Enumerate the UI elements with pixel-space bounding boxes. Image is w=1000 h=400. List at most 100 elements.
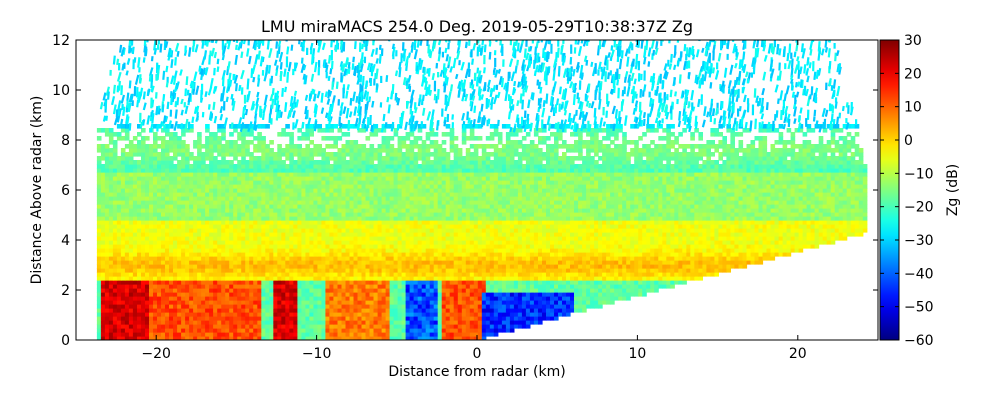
radar-cell	[846, 224, 852, 229]
radar-cell	[417, 312, 423, 317]
radar-cell	[594, 240, 599, 245]
radar-cell	[686, 220, 691, 225]
radar-cell	[654, 288, 659, 293]
radar-cell	[209, 304, 214, 309]
radar-cell	[385, 328, 391, 333]
radar-cell	[345, 212, 351, 217]
radar-cell	[582, 276, 587, 281]
radar-cell	[566, 216, 571, 221]
radar-cell	[706, 248, 711, 253]
radar-cell	[642, 228, 647, 233]
radar-cell	[393, 336, 399, 340]
radar-cell	[445, 280, 451, 285]
radar-cell	[145, 284, 150, 289]
radar-cell	[533, 216, 539, 221]
radar-cell	[389, 332, 395, 337]
radar-cell	[670, 232, 675, 237]
radar-cell	[120, 308, 126, 313]
radar-cell	[417, 256, 423, 261]
radar-cell	[365, 220, 371, 225]
radar-cell	[285, 248, 290, 253]
radar-cell	[453, 320, 459, 325]
radar-cell	[221, 240, 226, 245]
radar-cell	[241, 292, 246, 297]
radar-cell	[618, 248, 623, 253]
radar-cell	[818, 212, 824, 217]
radar-cell	[602, 256, 607, 261]
radar-cell	[846, 232, 852, 237]
radar-cell	[610, 212, 615, 217]
radar-cell	[157, 304, 162, 309]
radar-cell	[425, 228, 431, 233]
radar-cell	[233, 220, 238, 225]
radar-cell	[237, 268, 242, 273]
radar-cell	[369, 212, 375, 217]
radar-cell	[586, 296, 591, 301]
radar-cell	[473, 208, 479, 213]
radar-cell	[606, 220, 611, 225]
radar-cell	[213, 296, 218, 301]
radar-cell	[333, 308, 338, 313]
radar-cell	[285, 304, 290, 309]
radar-cell	[602, 264, 607, 269]
radar-cell	[566, 300, 571, 305]
radar-cell	[706, 216, 711, 221]
radar-cell	[373, 236, 379, 241]
radar-cell	[417, 276, 423, 281]
radar-cell	[606, 224, 611, 229]
radar-cell	[429, 336, 435, 340]
radar-cell	[132, 320, 138, 325]
radar-cell	[353, 212, 359, 217]
radar-cell	[441, 208, 447, 213]
radar-cell	[646, 288, 651, 293]
radar-cell	[189, 332, 194, 337]
radar-cell	[618, 268, 623, 273]
radar-cell	[317, 328, 322, 333]
radar-cell	[128, 336, 134, 340]
radar-cell	[385, 280, 391, 285]
radar-cell	[120, 212, 126, 217]
radar-cell	[786, 228, 792, 233]
radar-cell	[718, 248, 723, 253]
radar-cell	[521, 220, 527, 225]
radar-cell	[473, 252, 479, 257]
radar-cell	[538, 232, 543, 237]
radar-cell	[104, 320, 110, 325]
radar-cell	[173, 240, 178, 245]
radar-cell	[337, 324, 343, 329]
radar-cell	[120, 324, 126, 329]
radar-cell	[333, 260, 338, 265]
radar-cell	[309, 300, 314, 305]
radar-cell	[357, 208, 363, 213]
radar-cell	[341, 248, 347, 253]
radar-cell	[469, 296, 475, 301]
radar-cell	[594, 276, 599, 281]
radar-cell	[301, 300, 306, 305]
radar-cell	[141, 268, 146, 273]
radar-cell	[678, 224, 683, 229]
radar-cell	[157, 256, 162, 261]
radar-cell	[529, 284, 535, 289]
radar-cell	[153, 268, 158, 273]
radar-cell	[610, 216, 615, 221]
radar-cell	[694, 268, 699, 273]
radar-cell	[405, 268, 411, 273]
radar-cell	[317, 232, 322, 237]
radar-cell	[590, 252, 595, 257]
radar-cell	[489, 252, 495, 257]
radar-cell	[193, 280, 198, 285]
radar-cell	[521, 304, 527, 309]
radar-cell	[501, 244, 507, 249]
radar-cell	[566, 256, 571, 261]
radar-cell	[666, 240, 671, 245]
radar-cell	[525, 240, 531, 245]
radar-cell	[293, 260, 298, 265]
radar-cell	[489, 292, 495, 297]
radar-cell	[112, 324, 118, 329]
radar-cell	[108, 324, 114, 329]
radar-cell	[377, 332, 383, 337]
radar-cell	[225, 244, 230, 249]
radar-cell	[337, 248, 343, 253]
radar-cell	[610, 272, 615, 277]
radar-cell	[630, 232, 635, 237]
